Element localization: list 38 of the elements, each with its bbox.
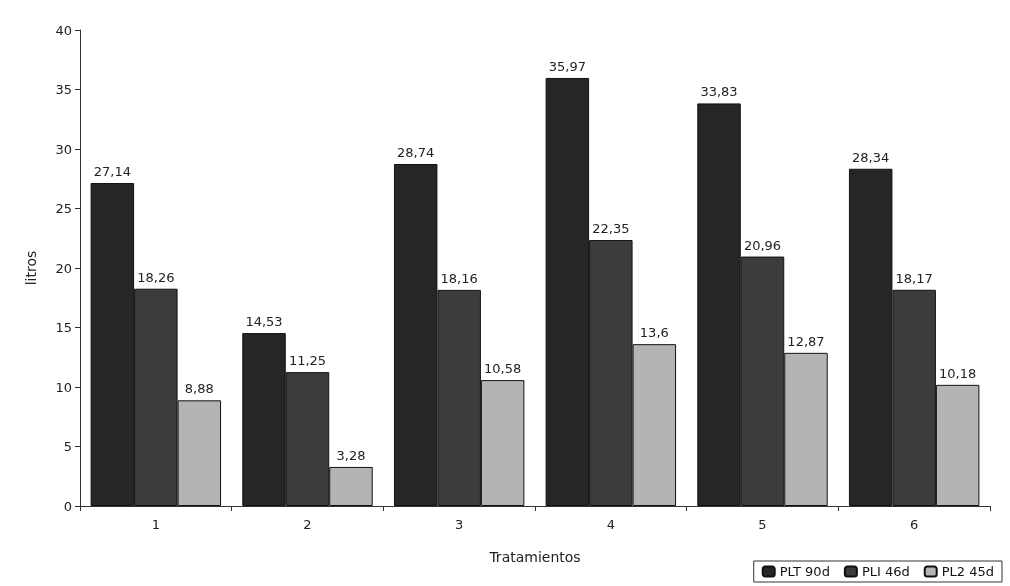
y-tick-label: 20 (55, 260, 72, 276)
data-label: 28,74 (397, 144, 435, 160)
x-tick-label: 3 (455, 517, 464, 532)
data-label: 27,14 (93, 164, 131, 180)
x-tick-label: 1 (151, 517, 160, 532)
y-tick-label: 5 (63, 439, 72, 454)
legend-label: PLT 90d (779, 564, 830, 579)
data-label: 3,28 (336, 447, 366, 463)
data-label: 35,97 (548, 58, 586, 74)
y-tick-label: 25 (55, 201, 72, 216)
y-tick-label: 30 (55, 141, 72, 157)
data-label: 8,88 (184, 381, 214, 397)
data-label: 33,83 (700, 84, 738, 100)
y-axis-title: litros (23, 250, 39, 286)
data-label: 13,6 (639, 325, 669, 341)
data-label: 18,26 (137, 269, 175, 285)
y-tick-label: 40 (55, 22, 72, 38)
data-label: 22,35 (592, 221, 630, 237)
x-tick-label: 4 (606, 517, 615, 532)
data-label: 20,96 (743, 237, 782, 253)
y-tick-label: 15 (55, 320, 72, 335)
y-tick-label: 0 (63, 498, 72, 514)
data-label: 28,34 (852, 149, 890, 165)
data-label: 14,53 (245, 314, 283, 330)
data-label: 18,17 (895, 270, 933, 286)
y-tick-label: 35 (55, 82, 72, 97)
data-label: 12,87 (787, 333, 825, 349)
x-tick-label: 2 (303, 517, 312, 532)
legend-label: PLI 46d (861, 564, 910, 579)
data-label: 10,18 (939, 365, 977, 381)
x-tick-label: 6 (910, 517, 919, 532)
data-label: 11,25 (288, 353, 327, 369)
legend-label: PL2 45d (941, 564, 994, 579)
x-axis-title: Tratamientos (488, 549, 581, 565)
y-tick-label: 10 (55, 379, 72, 395)
x-tick-label: 5 (758, 517, 767, 532)
data-label: 18,16 (440, 270, 478, 286)
data-label: 10,58 (484, 361, 522, 377)
